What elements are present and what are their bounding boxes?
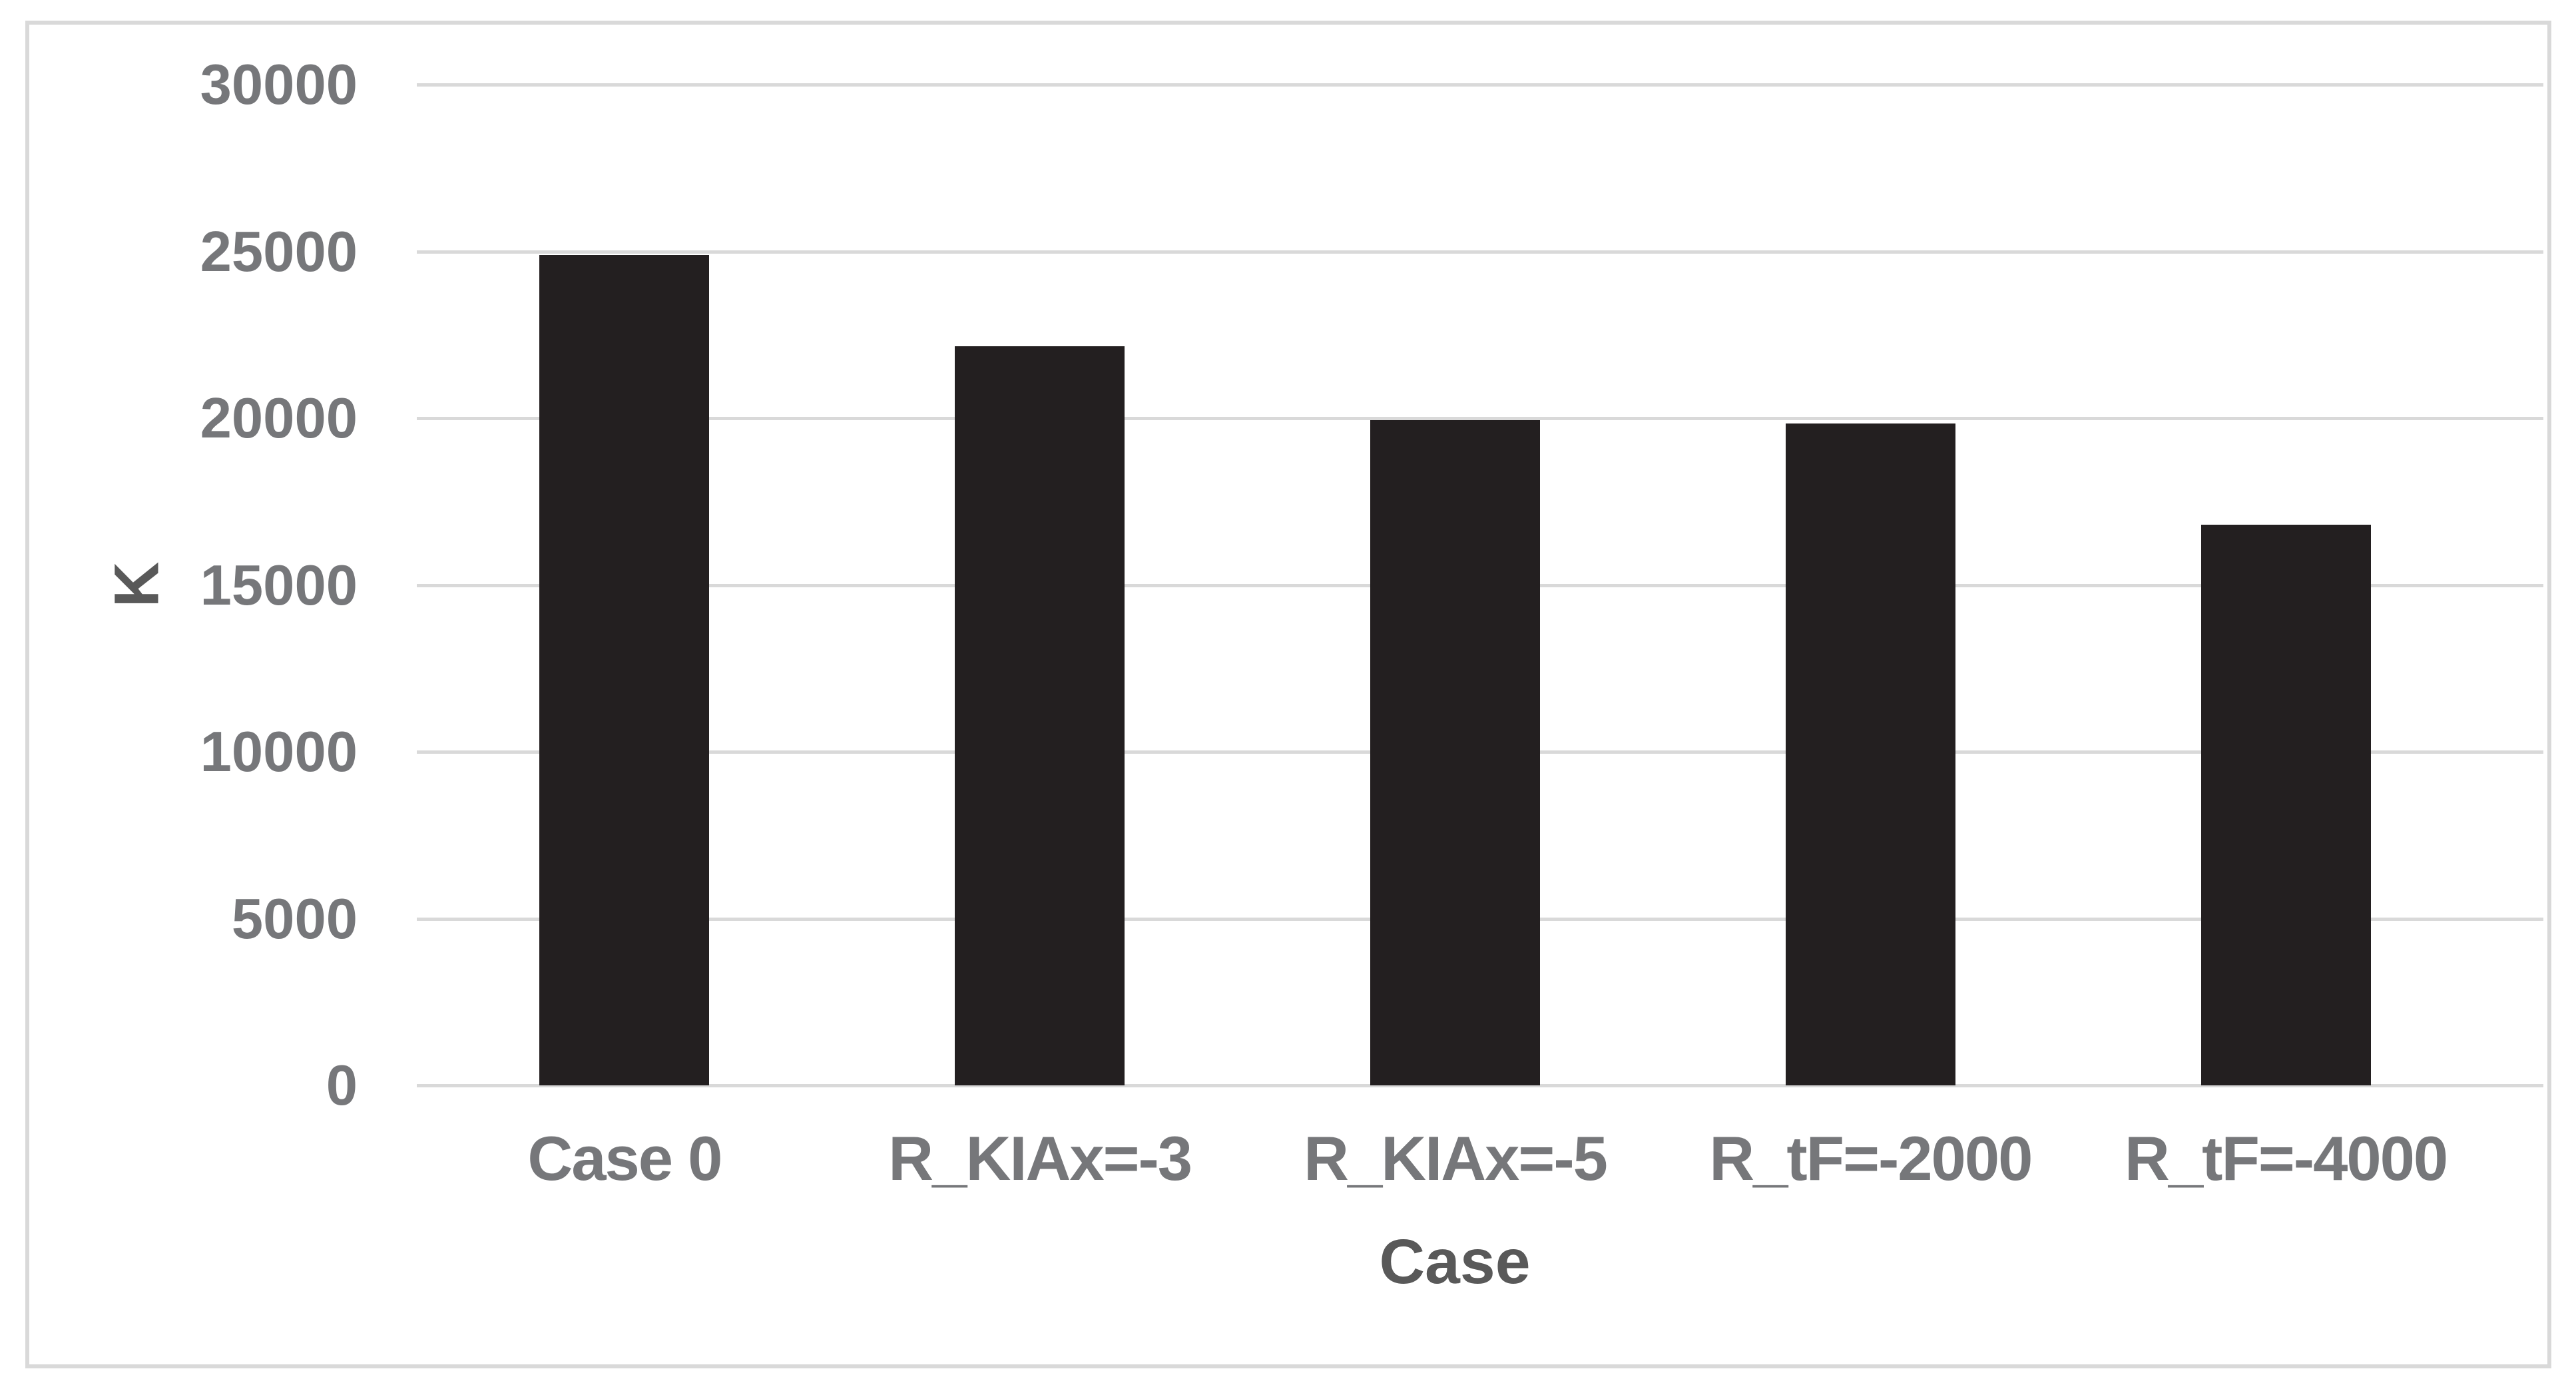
category-slot xyxy=(1248,85,1663,1085)
gridline-y20000 xyxy=(417,417,2543,420)
y-axis-tick-label: 30000 xyxy=(200,53,358,117)
chart-border-frame xyxy=(25,21,2551,1368)
bar-R_KIAx=-3 xyxy=(955,346,1125,1085)
x-axis-category-label: Case 0 xyxy=(527,1123,722,1193)
y-axis-tick-label: 5000 xyxy=(231,887,358,951)
bar-R_tF=-2000 xyxy=(1785,423,1955,1085)
x-axis-category-label: R_KIAx=-3 xyxy=(888,1123,1192,1193)
x-axis-category-label: R_tF=-4000 xyxy=(2124,1123,2448,1193)
bars-layer xyxy=(417,85,2493,1085)
y-axis-tick-label: 0 xyxy=(326,1054,358,1117)
bar-R_KIAx=-5 xyxy=(1370,419,1540,1085)
category-slot xyxy=(417,85,832,1085)
y-axis-tick-label: 15000 xyxy=(200,553,358,617)
gridline-y0 xyxy=(417,1084,2543,1087)
y-axis-tick-label: 20000 xyxy=(200,387,358,450)
category-slot xyxy=(2078,85,2493,1085)
x-axis-category-label: R_tF=-2000 xyxy=(1709,1123,2033,1193)
gridline-y25000 xyxy=(417,250,2543,254)
gridline-y30000 xyxy=(417,83,2543,87)
bar-R_tF=-4000 xyxy=(2200,525,2371,1085)
category-slot xyxy=(832,85,1248,1085)
y-axis-title: K xyxy=(101,561,172,608)
x-axis-title: Case xyxy=(1379,1227,1531,1297)
x-axis-category-label: R_KIAx=-5 xyxy=(1304,1123,1608,1193)
y-axis-tick-label: 25000 xyxy=(200,220,358,284)
bar-Case 0 xyxy=(539,254,710,1085)
y-axis-tick-label: 10000 xyxy=(200,720,358,784)
category-slot xyxy=(1663,85,2078,1085)
